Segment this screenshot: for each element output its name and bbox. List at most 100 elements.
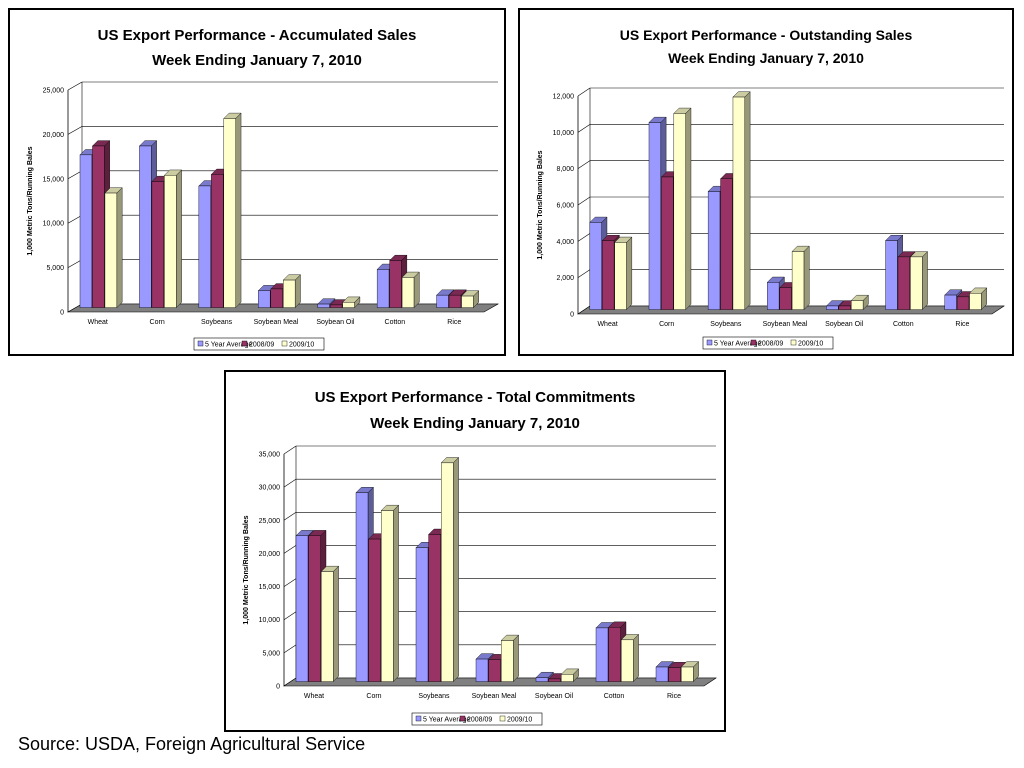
x-tick-label: Soybeans [710, 321, 742, 328]
bar-corn-2009-10 [163, 169, 183, 309]
chart-title: US Export Performance - Total Commitment… [315, 389, 636, 406]
gridline-side [577, 124, 591, 133]
accumulated-sales-chart: US Export Performance - Accumulated Sale… [27, 27, 500, 351]
legend-label-2008-09: 2008/09 [249, 342, 274, 349]
gridline-side [283, 512, 297, 521]
outstanding-sales-chart: US Export Performance - Outstanding Sale… [537, 27, 1005, 350]
legend-swatch-2009-10 [790, 339, 797, 346]
bar-soybeans-2009-10 [732, 91, 751, 311]
legend-label-2008-09: 2008/09 [758, 341, 783, 348]
legend-label-2009-10: 2009/10 [507, 717, 532, 724]
legend-swatch-5-year-average [415, 715, 422, 722]
y-tick-label: 5,000 [262, 650, 280, 657]
gridline-side [577, 87, 591, 97]
chart-subtitle: Week Ending January 7, 2010 [668, 50, 864, 66]
legend-swatch-2008-09 [459, 715, 466, 722]
x-tick-label: Rice [667, 693, 681, 700]
x-tick-label: Soybeans [418, 693, 450, 700]
x-tick-label: Cotton [385, 319, 406, 326]
x-tick-label: Soybean Meal [763, 321, 808, 328]
gridline-side [283, 545, 297, 554]
x-tick-label: Soybean Oil [316, 319, 355, 326]
y-axis-label: 1,000 Metric Tons/Running Bales [27, 146, 34, 255]
y-tick-label: 15,000 [259, 584, 281, 591]
legend-label-2009-10: 2009/10 [798, 341, 823, 348]
legend-swatch-5-year-average [706, 339, 713, 346]
gridline-side [67, 81, 83, 91]
legend-box [411, 712, 543, 726]
y-tick-label: 0 [570, 312, 574, 319]
y-tick-label: 0 [276, 684, 280, 691]
y-tick-label: 15,000 [43, 176, 65, 183]
x-tick-label: Soybean Oil [535, 693, 574, 700]
x-tick-label: Cotton [604, 693, 625, 700]
bar-rice-2009-10 [461, 290, 480, 309]
y-tick-label: 2,000 [556, 275, 574, 282]
bar-wheat-2009-10 [614, 236, 633, 311]
y-tick-label: 20,000 [259, 551, 281, 558]
y-tick-label: 6,000 [556, 203, 574, 210]
bar-cotton-2009-10 [401, 271, 420, 309]
x-tick-label: Rice [447, 319, 461, 326]
y-tick-label: 8,000 [556, 166, 574, 173]
gridline-side [577, 233, 591, 242]
gridline-side [283, 445, 297, 455]
x-tick-label: Corn [659, 321, 674, 328]
x-tick-label: Rice [955, 321, 969, 328]
x-tick-label: Corn [150, 319, 165, 326]
gridline-side [67, 259, 83, 268]
gridline-side [67, 214, 83, 224]
bar-soybean-meal-2009-10 [791, 245, 810, 311]
source-note: Source: USDA, Foreign Agricultural Servi… [18, 734, 366, 754]
total-commitments-chart: US Export Performance - Total Commitment… [243, 389, 717, 726]
gridline-side [283, 644, 297, 654]
bar-soybean-oil-2009-10 [560, 668, 580, 683]
y-axis-label: 1,000 Metric Tons/Running Bales [537, 150, 544, 259]
bar-soybean-meal-2009-10 [282, 274, 301, 309]
gridline-side [283, 578, 297, 587]
legend-label-2008-09: 2008/09 [467, 717, 492, 724]
legend-label-5-year-average: 5 Year Average [423, 717, 470, 724]
y-tick-label: 25,000 [43, 88, 65, 95]
chart-subtitle: Week Ending January 7, 2010 [152, 52, 362, 69]
x-tick-label: Soybeans [201, 319, 233, 326]
y-tick-label: 4,000 [556, 239, 574, 246]
bar-corn-2009-10 [380, 504, 400, 683]
y-tick-label: 25,000 [259, 518, 281, 525]
bar-soybeans-2009-10 [440, 456, 460, 683]
bar-corn-2009-10 [673, 107, 692, 311]
legend-swatch-2009-10 [499, 715, 506, 722]
x-tick-label: Soybean Meal [472, 693, 517, 700]
bar-cotton-2009-10 [620, 633, 640, 683]
chart-title: US Export Performance - Accumulated Sale… [98, 27, 417, 44]
x-tick-label: Soybean Meal [254, 319, 299, 326]
bar-rice-2009-10 [969, 287, 988, 311]
y-tick-label: 0 [60, 310, 64, 317]
bar-wheat-2009-10 [104, 187, 123, 309]
y-tick-label: 10,000 [43, 221, 65, 228]
y-axis-label: 1,000 Metric Tons/Running Bales [243, 515, 250, 624]
x-tick-label: Soybean Oil [825, 321, 864, 328]
gridline-side [67, 170, 83, 180]
legend-swatch-2008-09 [241, 340, 248, 347]
x-tick-label: Wheat [304, 693, 324, 700]
gridline-side [577, 160, 591, 169]
total-commitments-chart-panel: US Export Performance - Total Commitment… [224, 370, 726, 732]
legend-label-5-year-average: 5 Year Average [205, 342, 252, 349]
chart-subtitle: Week Ending January 7, 2010 [370, 415, 580, 432]
bar-soybean-oil-2009-10 [850, 294, 869, 311]
bar-soybean-oil-2009-10 [342, 296, 361, 309]
legend-box [702, 336, 834, 350]
y-tick-label: 20,000 [43, 132, 65, 139]
x-tick-label: Wheat [597, 321, 617, 328]
accumulated-sales-chart-panel: US Export Performance - Accumulated Sale… [8, 8, 506, 356]
gridline-side [577, 196, 591, 206]
chart-title: US Export Performance - Outstanding Sale… [620, 27, 913, 43]
gridline-side [577, 269, 591, 278]
x-tick-label: Cotton [893, 321, 914, 328]
bar-soybeans-2009-10 [223, 112, 242, 309]
gridline-side [67, 126, 83, 135]
legend-swatch-2008-09 [750, 339, 757, 346]
y-tick-label: 35,000 [259, 452, 281, 459]
x-tick-label: Wheat [88, 319, 108, 326]
